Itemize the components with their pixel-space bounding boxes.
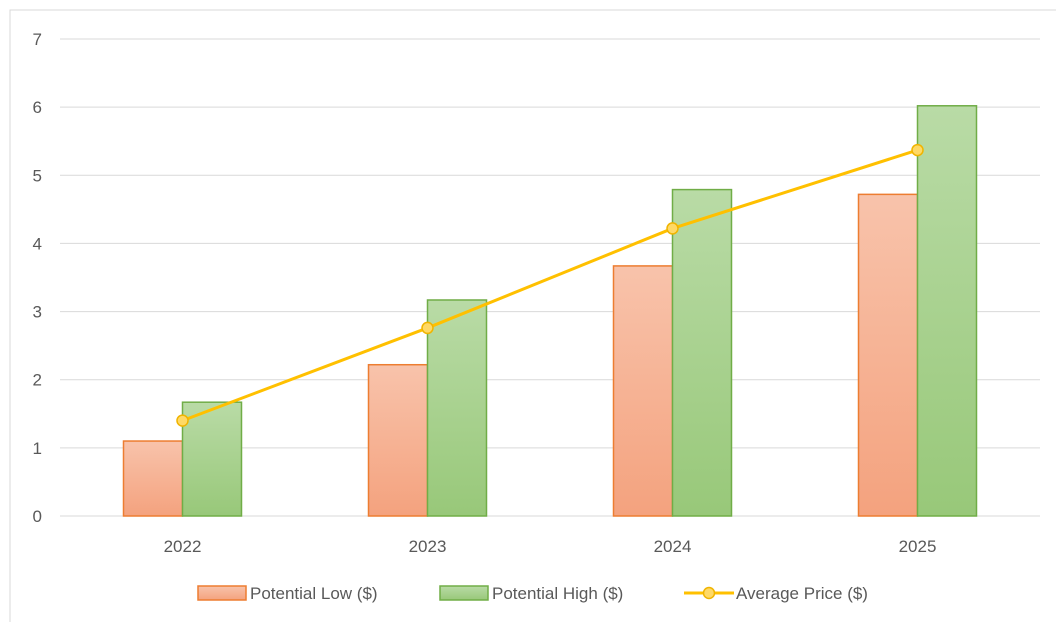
- bar-potential-low: [857, 193, 919, 517]
- x-tick-label: 2024: [654, 537, 692, 556]
- y-tick-label: 3: [33, 303, 42, 322]
- y-tick-label: 4: [33, 234, 42, 253]
- bar-potential-high: [671, 188, 733, 517]
- legend-swatch: [439, 585, 489, 601]
- bar-potential-low: [367, 363, 429, 517]
- legend: Potential Low ($) Potential High ($) Avera…: [197, 584, 868, 603]
- bar-potential-high: [181, 401, 243, 517]
- x-tick-label: 2025: [899, 537, 937, 556]
- x-tick-label: 2023: [409, 537, 447, 556]
- y-axis-ticks: 0 1 2 3 4 5 6 7: [33, 30, 42, 526]
- y-tick-label: 7: [33, 30, 42, 49]
- bar-potential-high: [426, 299, 488, 517]
- x-axis-ticks: 2022 2023 2024 2025: [164, 537, 937, 556]
- average-price-point: [421, 321, 434, 335]
- average-line: [176, 143, 924, 427]
- average-price-point: [666, 222, 679, 235]
- legend-label: Average Price ($): [736, 584, 868, 603]
- bars: [122, 105, 978, 517]
- legend-swatch: [197, 585, 247, 601]
- y-tick-label: 0: [33, 507, 42, 526]
- bar-potential-low: [122, 440, 184, 517]
- bar-potential-low: [612, 265, 674, 517]
- y-tick-label: 5: [33, 166, 42, 185]
- legend-marker: [702, 586, 716, 600]
- legend-item-average-price: Average Price ($): [684, 584, 868, 603]
- bar-potential-high: [916, 105, 978, 517]
- legend-label: Potential High ($): [492, 584, 623, 603]
- x-tick-label: 2022: [164, 537, 202, 556]
- average-price-point: [176, 414, 189, 427]
- average-price-point: [911, 143, 924, 157]
- y-tick-label: 6: [33, 98, 42, 117]
- y-tick-label: 2: [33, 371, 42, 390]
- average-price-line: [181, 148, 918, 423]
- legend-item-potential-high: Potential High ($): [439, 584, 623, 603]
- legend-item-potential-low: Potential Low ($): [197, 584, 378, 603]
- y-tick-label: 1: [33, 439, 42, 458]
- legend-label: Potential Low ($): [250, 584, 378, 603]
